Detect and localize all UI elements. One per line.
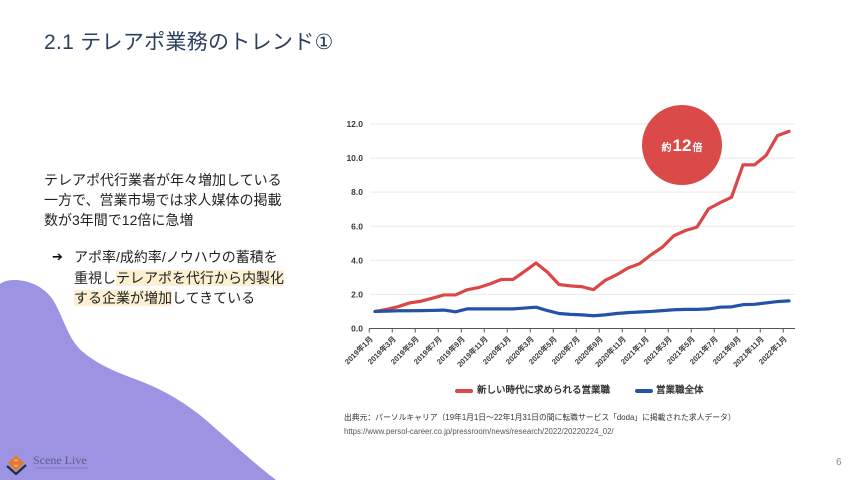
gridlines (370, 123, 795, 295)
slide-title: 2.1 テレアポ業務のトレンド① (44, 31, 334, 54)
y-tick-label: 4.0 (351, 255, 363, 265)
y-tick-label: 12.0 (346, 119, 363, 129)
purple-wave-shape (0, 279, 276, 480)
y-tick-label: 8.0 (351, 187, 363, 197)
paragraph-line: 一方で、営業市場では求人媒体の掲載 (44, 192, 282, 208)
y-axis-labels: 0.0 2.0 4.0 6.0 8.0 10.0 12.0 (346, 119, 363, 334)
x-axis-labels: 2019年1月2019年3月2019年5月2019年7月2019年9月2019年… (342, 334, 788, 369)
bullet-text-plain: してきている (172, 290, 256, 306)
legend-label: 新しい時代に求められる営業職 (477, 385, 611, 396)
source-url: https://www.persol-career.co.jp/pressroo… (344, 427, 614, 436)
bullet-line: アポ率/成約率/ノウハウの蓄積を (74, 249, 278, 265)
legend-item-red: 新しい時代に求められる営業職 (455, 383, 625, 398)
source-citation: 出典元：パーソルキャリア（19年1月1日〜22年1月31日の間に転職サービス「d… (344, 411, 736, 439)
annotation-label: 約12倍 (662, 136, 703, 155)
annotation-prefix: 約 (662, 141, 672, 154)
series-lines (373, 129, 791, 318)
paragraph-line: テレアポ代行業者が年々増加している (44, 172, 282, 188)
summary-paragraph: テレアポ代行業者が年々増加している 一方で、営業市場では求人媒体の掲載 数が3年… (44, 170, 282, 230)
legend-label: 営業職全体 (656, 385, 704, 396)
series-line-new-era-sales (373, 129, 791, 314)
y-tick-label: 10.0 (346, 153, 363, 163)
y-tick-label: 2.0 (351, 289, 363, 299)
page-number: 6 (836, 457, 842, 468)
y-tick-label: 6.0 (351, 221, 363, 231)
highlighted-text: テレアポを代行から内製化 (116, 269, 284, 286)
logo-text: Scene Live (33, 453, 87, 467)
line-chart: 0.0 2.0 4.0 6.0 8.0 10.0 12.0 2019年1月 2019年3月 20… (330, 100, 810, 400)
bullet-text-plain: 重視し (74, 269, 116, 286)
legend-swatch-blue (635, 389, 653, 393)
annotation-value: 12 (673, 136, 692, 155)
x-axis (368, 328, 795, 333)
legend-swatch-red (455, 389, 473, 393)
annotation-circle (642, 105, 722, 185)
logo-mark-icon (6, 455, 27, 475)
highlighted-text: する企業が増加 (74, 290, 172, 306)
logo-tagline (36, 467, 88, 469)
annotation-suffix: 倍 (692, 141, 702, 154)
arrow-right-icon: ➔ (52, 249, 63, 264)
source-text: 出典元：パーソルキャリア（19年1月1日〜22年1月31日の間に転職サービス「d… (344, 413, 736, 422)
annotation: 約12倍 (642, 105, 722, 185)
chart-svg: 0.0 2.0 4.0 6.0 8.0 10.0 12.0 2019年1月2019年3月20… (342, 105, 795, 369)
bullet-line: する企業が増加してきている (74, 288, 284, 309)
paragraph-line: 数が3年間で12倍に急増 (44, 212, 194, 228)
company-logo: Scene Live (5, 453, 105, 475)
bullet-line: 重視しテレアポを代行から内製化 (74, 268, 284, 289)
series-line-all-sales (373, 299, 791, 318)
legend-item-blue: 営業職全体 (635, 383, 725, 398)
y-tick-label: 0.0 (351, 324, 363, 334)
bullet-text: アポ率/成約率/ノウハウの蓄積を 重視しテレアポを代行から内製化 する企業が増加… (74, 247, 284, 309)
